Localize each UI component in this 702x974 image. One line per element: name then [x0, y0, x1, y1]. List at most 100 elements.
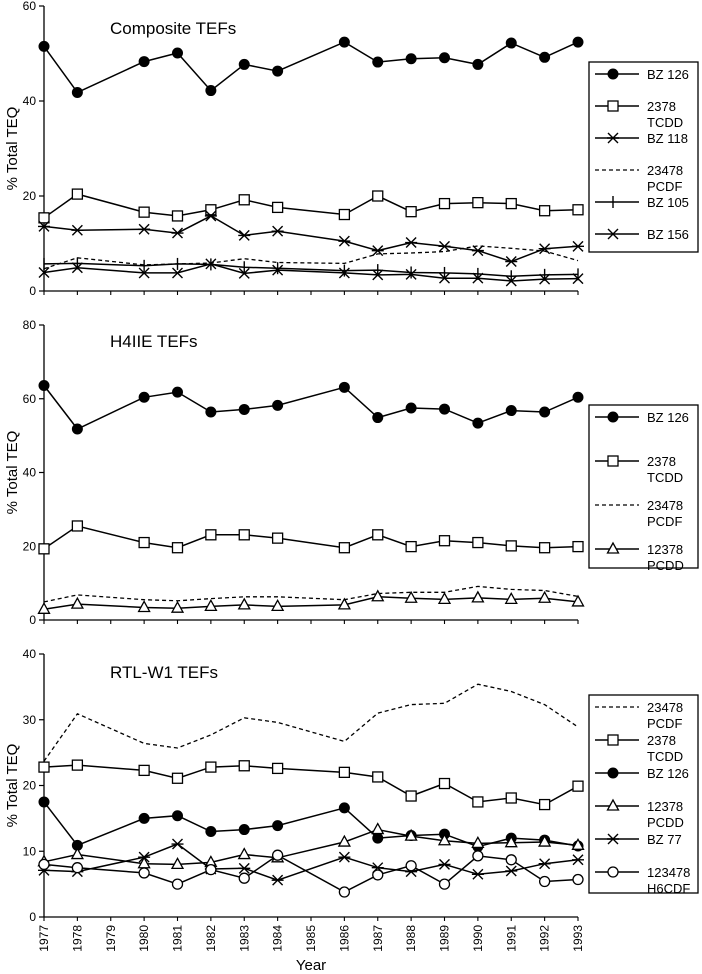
- chart-panel-3: 0 10 20 30 40 % Total TEQ RTL-W1 TEFs 23478PCDF…: [4, 647, 699, 974]
- data-point: [405, 206, 417, 218]
- data-point: [371, 589, 385, 602]
- data-point: [271, 874, 284, 886]
- series-line: [43, 764, 579, 806]
- legend-item: BZ 118: [595, 131, 688, 146]
- data-point: [505, 275, 517, 287]
- y-axis-label: % Total TEQ: [4, 431, 21, 515]
- x-tick-label: 1980: [137, 925, 151, 952]
- data-point: [572, 36, 584, 48]
- x-tick-label: 1988: [404, 925, 418, 952]
- chart-title: H4IIE TEFs: [110, 332, 198, 351]
- data-point: [71, 423, 83, 435]
- data-point: [238, 529, 250, 541]
- x-tick-label: 1978: [70, 925, 84, 952]
- data-point: [438, 777, 451, 790]
- series-line: [43, 585, 579, 603]
- data-point: [405, 268, 417, 280]
- x-tick-label: 1977: [37, 925, 51, 952]
- data-point: [538, 875, 551, 888]
- data-point: [571, 594, 585, 607]
- data-point: [538, 243, 551, 255]
- y-axis-label: % Total TEQ: [4, 744, 21, 828]
- data-point: [471, 836, 485, 849]
- data-point: [472, 796, 484, 808]
- legend-label: BZ 126: [647, 766, 689, 781]
- data-point: [338, 36, 350, 48]
- chart-panel-2: 0 20 40 60 80 % Total TEQ H4IIE TEFs BZ 126 2378…: [4, 318, 699, 627]
- series-123478-h6cdf: [38, 849, 584, 898]
- data-point: [539, 273, 551, 285]
- series-line: [43, 525, 579, 550]
- x-tick-label: 1983: [237, 925, 251, 952]
- data-point: [538, 858, 551, 870]
- series-line: [43, 262, 579, 278]
- data-point: [572, 204, 584, 216]
- data-point: [171, 227, 184, 239]
- data-point: [172, 386, 183, 398]
- y-tick-label: 40: [23, 466, 37, 480]
- x-axis-label: Year: [296, 957, 326, 974]
- x-tick-label: 1987: [371, 925, 385, 952]
- data-point: [272, 399, 284, 411]
- data-point: [372, 869, 384, 881]
- data-point: [405, 237, 418, 249]
- data-point: [538, 542, 551, 554]
- y-tick-label: 60: [23, 0, 37, 13]
- data-point: [572, 273, 584, 285]
- data-point: [138, 812, 150, 824]
- data-point: [338, 235, 351, 247]
- series-line: [43, 385, 579, 430]
- data-point: [404, 828, 418, 841]
- data-point: [205, 406, 217, 418]
- legend-marker: [607, 833, 619, 845]
- legend-label: 123478: [647, 865, 690, 880]
- data-point: [271, 201, 284, 214]
- data-point: [71, 520, 84, 532]
- data-point: [271, 532, 284, 544]
- data-point: [70, 596, 84, 609]
- data-point: [238, 824, 250, 836]
- data-point: [238, 760, 250, 772]
- x-tick-label: 1989: [438, 925, 452, 952]
- data-point: [38, 796, 50, 808]
- data-point: [472, 272, 484, 284]
- data-point: [337, 597, 351, 610]
- data-point: [71, 188, 84, 200]
- legend-marker: [607, 411, 619, 423]
- chart-panel-1: 0 20 40 60 % Total TEQ Composite TEFs BZ 126 23…: [4, 0, 699, 298]
- data-point: [471, 868, 484, 880]
- data-point: [539, 51, 551, 63]
- legend-marker: [607, 100, 619, 112]
- y-tick-label: 60: [23, 392, 37, 406]
- legend-label-line2: TCDD: [647, 749, 683, 764]
- data-point: [205, 258, 217, 270]
- data-point: [572, 540, 584, 553]
- data-point: [272, 820, 284, 832]
- legend-item: BZ 126: [595, 410, 689, 425]
- data-point: [405, 790, 417, 802]
- data-point: [571, 837, 585, 850]
- data-point: [38, 543, 50, 555]
- data-point: [205, 85, 217, 97]
- data-point: [38, 40, 50, 52]
- series-bz-126: [38, 379, 584, 435]
- data-point: [405, 53, 417, 65]
- data-point: [438, 197, 451, 210]
- series-bz-105: [43, 257, 579, 283]
- legend-label: 2378: [647, 733, 676, 748]
- data-point: [371, 822, 385, 835]
- legend-label: 12378: [647, 799, 683, 814]
- data-point: [505, 792, 517, 804]
- legend-label: BZ 118: [647, 131, 688, 146]
- data-point: [70, 847, 84, 860]
- series-2378-tcdd: [38, 520, 584, 555]
- data-point: [439, 52, 450, 64]
- chart-title: Composite TEFs: [110, 19, 236, 38]
- legend-marker: [606, 798, 620, 811]
- series-line: [43, 828, 579, 866]
